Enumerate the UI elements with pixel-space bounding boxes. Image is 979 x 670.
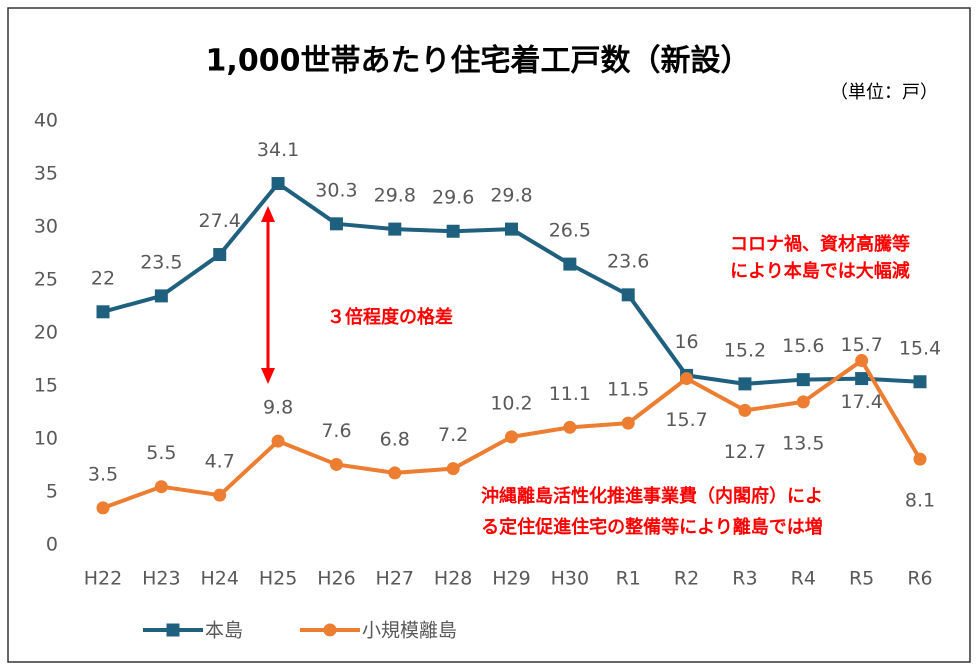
data-label: 29.6 [432, 187, 474, 209]
point [505, 222, 518, 236]
data-label: 22 [91, 267, 115, 289]
x-tick-label: H30 [551, 568, 589, 590]
point [796, 373, 810, 387]
data-label: 15.7 [840, 334, 882, 356]
y-tick-label: 0 [46, 534, 58, 556]
point [329, 217, 343, 231]
point [563, 257, 577, 271]
data-label: 6.8 [380, 428, 410, 450]
data-label: 15.4 [899, 337, 941, 359]
x-tick-label: H22 [84, 568, 122, 590]
x-tick-label: R4 [791, 568, 816, 590]
y-tick-label: 35 [34, 163, 58, 185]
y-tick-label: 30 [34, 216, 58, 238]
data-label: 3.5 [88, 463, 118, 485]
unit-label: （単位：戸） [830, 82, 938, 103]
data-label: 16 [674, 331, 698, 353]
point [96, 305, 110, 319]
x-tick-label: R3 [732, 568, 757, 590]
y-tick-label: 10 [34, 428, 58, 450]
legend-marker [166, 623, 180, 637]
y-tick-label: 5 [46, 481, 58, 503]
data-label: 7.2 [438, 424, 468, 446]
x-tick-label: H29 [492, 568, 530, 590]
y-tick-label: 15 [34, 375, 58, 397]
point [738, 403, 752, 417]
data-label: 13.5 [782, 432, 824, 454]
point [329, 457, 343, 471]
gap-annotation: ３倍程度の格差 [327, 306, 453, 328]
point [855, 372, 869, 386]
y-tick-label: 25 [34, 269, 58, 291]
point [913, 452, 927, 466]
x-tick-label: R6 [907, 568, 932, 590]
data-label: 27.4 [199, 210, 241, 232]
point [388, 222, 402, 236]
x-tick-label: H24 [200, 568, 238, 590]
point [213, 248, 227, 262]
data-label: 5.5 [146, 442, 176, 464]
data-label: 11.1 [549, 383, 591, 405]
point [621, 416, 635, 430]
y-tick-label: 20 [34, 322, 58, 344]
x-tick-label: H25 [259, 568, 297, 590]
data-label: 34.1 [257, 139, 299, 161]
point [388, 466, 402, 480]
data-label: 9.8 [263, 397, 293, 419]
x-tick-label: H26 [317, 568, 355, 590]
x-tick-label: R5 [849, 568, 874, 590]
chart-frame [7, 7, 971, 663]
data-label: 15.6 [782, 335, 824, 357]
legend-label: 本島 [205, 620, 243, 642]
data-label: 15.2 [724, 339, 766, 361]
x-tick-label: H23 [142, 568, 180, 590]
legend-label: 小規模離島 [362, 620, 457, 642]
data-label: 12.7 [724, 441, 766, 463]
islands-annotation: る定住促進住宅の整備等により離島では増 [481, 516, 823, 538]
point [446, 462, 460, 476]
point [213, 488, 227, 502]
x-tick-label: R1 [616, 568, 641, 590]
point [154, 480, 168, 494]
data-label: 11.5 [607, 379, 649, 401]
islands-annotation: 沖縄離島活性化推進事業費（内閣府）によ [481, 485, 823, 507]
data-label: 23.5 [140, 251, 182, 273]
data-label: 29.8 [374, 185, 416, 207]
data-label: 8.1 [905, 490, 935, 512]
data-label: 4.7 [205, 451, 235, 473]
data-label: 7.6 [321, 420, 351, 442]
x-tick-label: H27 [376, 568, 414, 590]
chart-title: 1,000世帯あたり住宅着工戸数（新設） [206, 44, 751, 79]
data-label: 26.5 [549, 220, 591, 242]
data-label: 30.3 [315, 179, 357, 201]
point [154, 289, 168, 303]
data-label: 10.2 [490, 392, 532, 414]
point [271, 177, 285, 191]
point [913, 375, 927, 389]
x-tick-label: R2 [674, 568, 699, 590]
point [680, 372, 694, 386]
point [505, 430, 518, 444]
point [796, 395, 810, 409]
data-label: 17.4 [840, 391, 882, 413]
mainland-annotation: コロナ禍、資材高騰等 [730, 233, 910, 255]
data-label: 29.8 [490, 185, 532, 207]
point [271, 434, 285, 448]
point [738, 377, 752, 391]
point [855, 354, 869, 368]
data-label: 23.6 [607, 250, 649, 272]
point [563, 420, 577, 434]
point [446, 224, 460, 238]
legend-marker [323, 623, 337, 637]
y-tick-label: 40 [34, 110, 58, 132]
x-tick-label: H28 [434, 568, 472, 590]
data-label: 15.7 [665, 409, 707, 431]
gap-arrow [261, 206, 275, 384]
point [96, 501, 110, 515]
point [621, 288, 635, 302]
mainland-annotation: により本島では大幅減 [730, 260, 910, 282]
